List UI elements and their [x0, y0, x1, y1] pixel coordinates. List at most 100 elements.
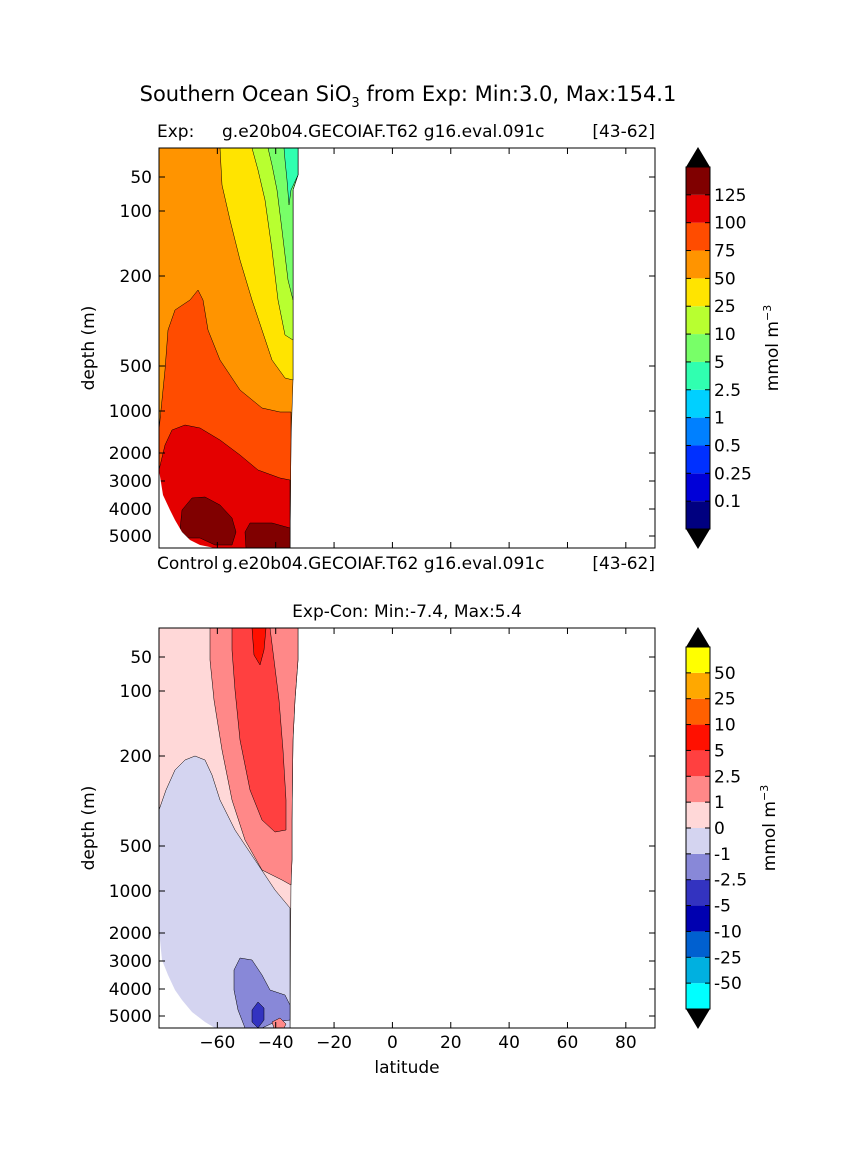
- bottom-y-ticks: 50 100 200 500 1000 2000 3000 4000 5000: [109, 648, 655, 1027]
- x-tick-label: −20: [316, 1033, 352, 1053]
- colorbar-swatch: [686, 750, 710, 777]
- colorbar-tick-label: 5: [714, 353, 725, 373]
- colorbar-swatch: [686, 501, 710, 529]
- y-tick-label: 4000: [109, 980, 152, 1000]
- y-tick-label: 2000: [109, 924, 152, 944]
- colorbar-swatch: [686, 853, 710, 880]
- colorbar-tick-label: -50: [714, 974, 742, 994]
- bottom-title-diff: Exp-Con: Min:-7.4, Max:5.4: [292, 602, 522, 622]
- y-tick-label: 4000: [109, 500, 152, 520]
- colorbar-swatch: [686, 389, 710, 418]
- colorbar-extend-high: [686, 147, 710, 167]
- colorbar-tick-label: 1: [714, 409, 725, 429]
- top-contour-fill: [158, 147, 299, 549]
- colorbar-tick-label: 10: [714, 716, 736, 736]
- colorbar-tick-label: 125: [714, 186, 746, 206]
- colorbar-swatch: [686, 250, 710, 279]
- x-tick-label: 80: [615, 1033, 637, 1053]
- y-tick-label: 1000: [109, 882, 152, 902]
- top-title-right: [43-62]: [592, 122, 655, 142]
- x-tick-label: 0: [387, 1033, 398, 1053]
- bottom-y-axis-label: depth (m): [79, 786, 99, 871]
- y-tick-label: 200: [120, 267, 152, 287]
- colorbar-tick-label: 10: [714, 325, 736, 345]
- top-panel: Exp: g.e20b04.GECOIAF.T62 g16.eval.091c …: [79, 122, 783, 549]
- y-tick-label: 500: [120, 837, 152, 857]
- colorbar-tick-label: -1: [714, 845, 731, 865]
- top-axes-frame-overlay: [158, 147, 656, 549]
- colorbar-swatch: [686, 445, 710, 474]
- x-tick-label: 60: [557, 1033, 579, 1053]
- colorbar-tick-label: -2.5: [714, 871, 747, 891]
- colorbar-swatch: [686, 647, 710, 673]
- colorbar-swatch: [686, 361, 710, 390]
- colorbar-tick-label: 2.5: [714, 767, 741, 787]
- colorbar-swatch: [686, 905, 710, 932]
- y-tick-label: 100: [120, 682, 152, 702]
- colorbar-frame: [685, 166, 711, 530]
- colorbar-extend-low: [686, 1009, 710, 1029]
- colorbar-swatch: [686, 222, 710, 251]
- y-tick-label: 50: [130, 168, 152, 188]
- bottom-title-right: [43-62]: [592, 554, 655, 574]
- colorbar-swatch: [686, 194, 710, 223]
- colorbar-swatch: [686, 278, 710, 307]
- colorbar-swatch: [686, 334, 710, 362]
- y-tick-label: 1000: [109, 402, 152, 422]
- colorbar-swatch: [686, 776, 710, 803]
- bottom-colorbar-label: mmol m−3: [758, 785, 780, 871]
- y-tick-label: 3000: [109, 472, 152, 492]
- top-y-ticks: 50 100 200 500 1000 2000 3000 4000 5000: [109, 148, 655, 548]
- bottom-land-mask: [159, 930, 215, 1028]
- colorbar-tick-label: 50: [714, 664, 736, 684]
- bottom-axes-frame: [158, 627, 656, 1029]
- bottom-panel: Control g.e20b04.GECOIAF.T62 g16.eval.09…: [79, 554, 780, 1078]
- y-tick-label: 50: [130, 648, 152, 668]
- top-land-mask: [159, 470, 215, 548]
- bottom-x-ticks: −60 −40 −20 0 20 40 60 80: [199, 628, 637, 1053]
- colorbar-swatch: [686, 698, 710, 725]
- y-tick-label: 5000: [109, 1007, 152, 1027]
- colorbar-swatch: [686, 828, 710, 854]
- colorbar-swatch: [686, 724, 710, 751]
- colorbar-swatch: [686, 417, 710, 446]
- y-tick-label: 3000: [109, 952, 152, 972]
- colorbar-tick-label: -5: [714, 897, 731, 917]
- colorbar-tick-label: 75: [714, 242, 736, 262]
- colorbar-extend-low: [686, 529, 710, 549]
- colorbar-tick-label: -10: [714, 922, 742, 942]
- colorbar-extend-high: [686, 627, 710, 647]
- x-tick-label: −40: [258, 1033, 294, 1053]
- colorbar-tick-label: 100: [714, 214, 746, 234]
- colorbar-swatch: [686, 306, 710, 335]
- colorbar-tick-label: 0.25: [714, 464, 752, 484]
- y-tick-label: 500: [120, 357, 152, 377]
- bottom-title-left: Control: [157, 554, 218, 574]
- top-colorbar-label: mmol m−3: [761, 305, 783, 391]
- colorbar-tick-label: -25: [714, 948, 742, 968]
- colorbar-tick-label: 25: [714, 297, 736, 317]
- colorbar-tick-label: 50: [714, 269, 736, 289]
- colorbar-swatch: [686, 957, 710, 984]
- colorbar-tick-label: 25: [714, 690, 736, 710]
- colorbar-tick-label: 5: [714, 741, 725, 761]
- top-colorbar: 0.1 0.25 0.5 1 2.5 5 10 25 50 75 100 125: [685, 147, 752, 549]
- y-tick-label: 5000: [109, 527, 152, 547]
- colorbar-swatch: [686, 931, 710, 958]
- colorbar-tick-label: 0.1: [714, 492, 741, 512]
- colorbar-swatch: [686, 802, 710, 828]
- colorbar-swatch: [686, 167, 710, 195]
- colorbar-swatch: [686, 672, 710, 699]
- colorbar-swatch: [686, 879, 710, 906]
- y-tick-label: 2000: [109, 444, 152, 464]
- bottom-contour-fill: [158, 627, 299, 1029]
- bottom-x-axis-label: latitude: [374, 1058, 439, 1078]
- x-tick-label: 20: [440, 1033, 462, 1053]
- y-tick-label: 100: [120, 202, 152, 222]
- colorbar-tick-label: 1: [714, 793, 725, 813]
- bottom-title-center: g.e20b04.GECOIAF.T62 g16.eval.091c: [222, 554, 544, 574]
- colorbar-tick-label: 0.5: [714, 436, 741, 456]
- colorbar-tick-label: 2.5: [714, 381, 741, 401]
